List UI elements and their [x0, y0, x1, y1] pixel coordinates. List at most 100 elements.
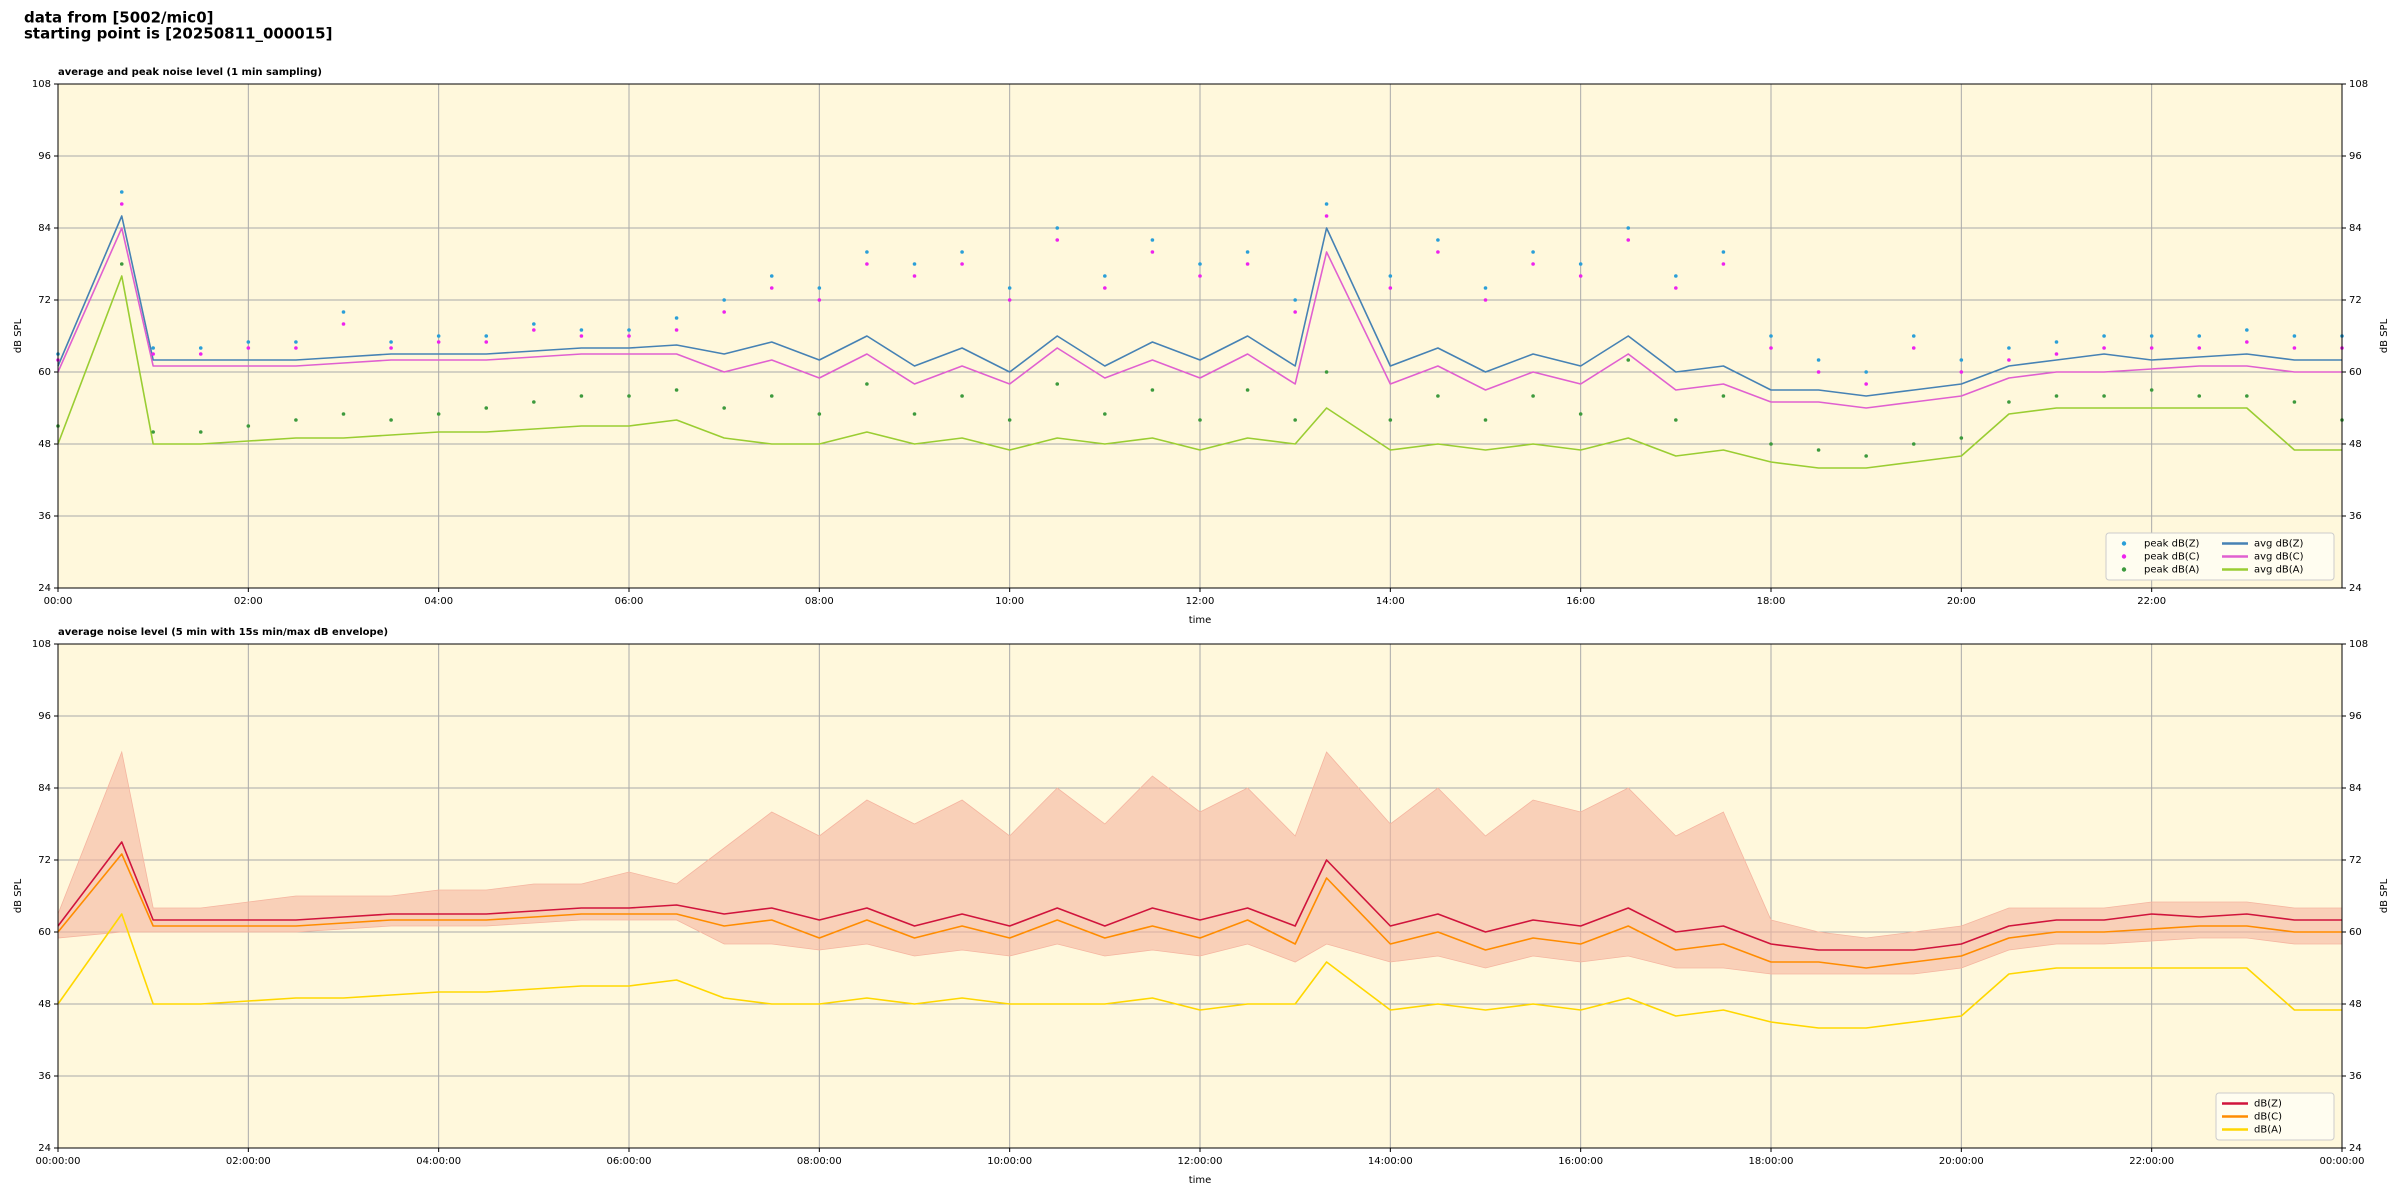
legend-marker [2121, 554, 2127, 559]
scatter-point [1150, 388, 1155, 392]
y-tick-label: 60 [38, 367, 51, 378]
scatter-point [2149, 334, 2154, 338]
scatter-point [246, 424, 251, 428]
scatter-point [2197, 394, 2202, 398]
scatter-point [912, 262, 917, 266]
scatter-point [1388, 274, 1393, 278]
scatter-point [1911, 346, 1916, 350]
scatter-point [1324, 214, 1329, 218]
scatter-point [1150, 238, 1155, 242]
x-tick-label: 12:00:00 [1178, 1156, 1223, 1167]
scatter-point [1531, 262, 1535, 266]
scatter-point [1245, 388, 1250, 392]
y-tick-label: 72 [38, 855, 51, 866]
scatter-point [817, 412, 822, 416]
scatter-point [960, 394, 964, 398]
scatter-point [627, 334, 631, 338]
scatter-point [817, 286, 822, 290]
x-tick-label: 08:00:00 [797, 1156, 842, 1167]
y-tick-label: 60 [38, 927, 51, 938]
scatter-point [579, 394, 584, 398]
scatter-point [1959, 436, 1964, 440]
x-tick-label: 08:00 [805, 596, 834, 607]
scatter-point [119, 190, 124, 194]
scatter-point [1007, 418, 1012, 422]
y-tick-label: 24 [38, 583, 51, 594]
scatter-point [1103, 412, 1107, 416]
scatter-point [1769, 334, 1773, 338]
scatter-point [579, 328, 584, 332]
legend-label: peak dB(Z) [2144, 539, 2200, 550]
scatter-point [532, 328, 536, 332]
legend-box [2105, 532, 2335, 581]
chart-title: average and peak noise level (1 min samp… [58, 67, 322, 78]
scatter-point [1436, 238, 1440, 242]
x-tick-label: 04:00 [424, 596, 453, 607]
x-tick-label: 06:00 [615, 596, 644, 607]
scatter-point [1198, 418, 1202, 422]
scatter-point [436, 340, 441, 344]
x-tick-label: 12:00 [1186, 596, 1215, 607]
scatter-point [1864, 370, 1868, 374]
scatter-point [1816, 370, 1821, 374]
scatter-point [865, 250, 869, 254]
scatter-point [2054, 352, 2059, 356]
y-tick-label: 96 [38, 151, 51, 162]
scatter-point [627, 394, 631, 398]
scatter-point [2007, 400, 2011, 404]
x-tick-label: 10:00 [995, 596, 1024, 607]
scatter-point [1911, 442, 1916, 446]
y-tick-label: 108 [32, 79, 51, 90]
scatter-point [2197, 346, 2202, 350]
x-tick-label: 04:00:00 [416, 1156, 461, 1167]
y-axis-label: dB SPL [13, 878, 24, 913]
scatter-point [198, 352, 203, 356]
y-axis-label: dB SPL [13, 318, 24, 353]
scatter-point [1626, 358, 1631, 362]
scatter-point [119, 202, 124, 206]
scatter-point [294, 340, 298, 344]
legend-label: peak dB(C) [2144, 552, 2200, 563]
x-tick-label: 22:00 [2137, 596, 2166, 607]
legend-label: avg dB(Z) [2254, 539, 2304, 550]
scatter-point [1007, 298, 1012, 302]
scatter-point [1293, 298, 1297, 302]
y-tick-label: 72 [38, 295, 51, 306]
scatter-point [1959, 358, 1964, 362]
scatter-point [865, 262, 869, 266]
y-tick-label: 48 [2349, 999, 2362, 1010]
scatter-point [1324, 370, 1329, 374]
scatter-point [532, 322, 536, 326]
y-tick-label: 60 [2349, 927, 2362, 938]
scatter-point [436, 334, 441, 338]
scatter-point [1721, 262, 1726, 266]
y-tick-label: 108 [32, 639, 51, 650]
y-tick-label: 96 [2349, 711, 2362, 722]
scatter-point [1245, 250, 1250, 254]
y-tick-label: 24 [2349, 1143, 2362, 1154]
scatter-point [817, 298, 822, 302]
x-tick-label: 00:00:00 [36, 1156, 81, 1167]
scatter-point [1864, 382, 1868, 386]
series-line [57, 215, 2342, 397]
x-tick-label: 18:00:00 [1749, 1156, 1794, 1167]
scatter-point [294, 418, 298, 422]
scatter-point [722, 310, 726, 314]
y-tick-label: 108 [2349, 79, 2368, 90]
scatter-point [722, 406, 726, 410]
scatter-point [1531, 394, 1535, 398]
scatter-point [1198, 262, 1202, 266]
scatter-point [294, 346, 298, 350]
scatter-point [722, 298, 726, 302]
x-tick-label: 02:00 [234, 596, 263, 607]
scatter-point [2007, 346, 2011, 350]
legend-label: dB(C) [2254, 1112, 2282, 1123]
scatter-point [151, 352, 155, 356]
y-tick-label: 72 [2349, 295, 2362, 306]
x-tick-label: 20:00 [1947, 596, 1976, 607]
scatter-point [2149, 346, 2154, 350]
scatter-point [1578, 274, 1583, 278]
scatter-point [674, 316, 679, 320]
legend-label: peak dB(A) [2144, 565, 2200, 576]
scatter-point [2102, 346, 2106, 350]
